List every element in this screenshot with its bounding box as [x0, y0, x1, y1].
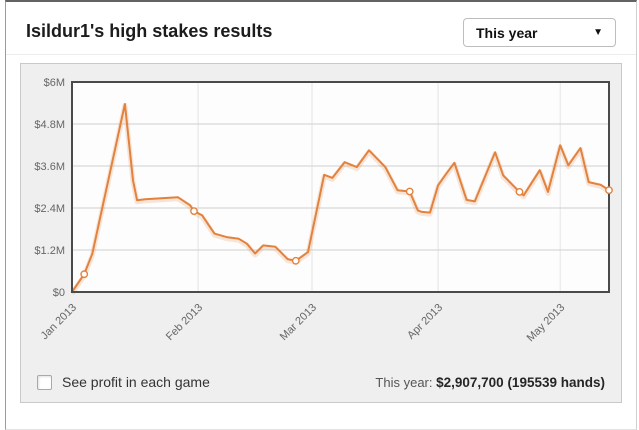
- page-title: Isildur1's high stakes results: [26, 21, 273, 41]
- point-marker[interactable]: [291, 256, 300, 265]
- y-tick-label: $4.8M: [34, 119, 65, 131]
- y-tick-label: $6M: [44, 77, 65, 89]
- header-divider: [6, 54, 636, 55]
- x-tick-label: Apr 2013: [405, 302, 445, 342]
- profit-chart-svg: $0 $1.2M $2.4M $3.6M $4.8M $6M Jan 2013 Feb 201…: [34, 77, 613, 345]
- summary-text: This year: $2,907,700 (195539 hands): [375, 375, 605, 390]
- results-widget: Isildur1's high stakes results This year…: [5, 0, 637, 430]
- y-tick-label: $1.2M: [34, 245, 65, 257]
- point-marker[interactable]: [190, 207, 198, 216]
- point-marker[interactable]: [405, 187, 414, 196]
- point-marker[interactable]: [515, 188, 524, 196]
- x-tick-label: Feb 2013: [164, 302, 205, 343]
- chart-panel: $0 $1.2M $2.4M $3.6M $4.8M $6M Jan 2013 Feb 201…: [20, 63, 622, 403]
- see-profit-option[interactable]: See profit in each game: [37, 374, 210, 390]
- x-tick-label: Jan 2013: [39, 302, 79, 342]
- x-tick-label: Mar 2013: [278, 302, 319, 343]
- summary-value: $2,907,700 (195539 hands): [436, 374, 605, 390]
- y-tick-label: $2.4M: [34, 203, 65, 215]
- y-tick-label: $0: [53, 287, 65, 299]
- summary-label: This year:: [375, 374, 433, 390]
- period-dropdown[interactable]: This year ▼: [463, 18, 616, 47]
- period-dropdown-value: This year: [476, 24, 538, 41]
- panel-footer: See profit in each game This year: $2,90…: [37, 367, 605, 397]
- point-marker[interactable]: [80, 270, 89, 279]
- see-profit-label: See profit in each game: [62, 374, 210, 390]
- series-line: [71, 103, 610, 293]
- plot-area: [72, 82, 609, 292]
- chevron-down-icon: ▼: [593, 27, 603, 38]
- point-marker[interactable]: [605, 186, 613, 195]
- see-profit-checkbox[interactable]: [37, 374, 52, 390]
- y-tick-label: $3.6M: [34, 161, 65, 173]
- x-tick-label: May 2013: [525, 302, 568, 345]
